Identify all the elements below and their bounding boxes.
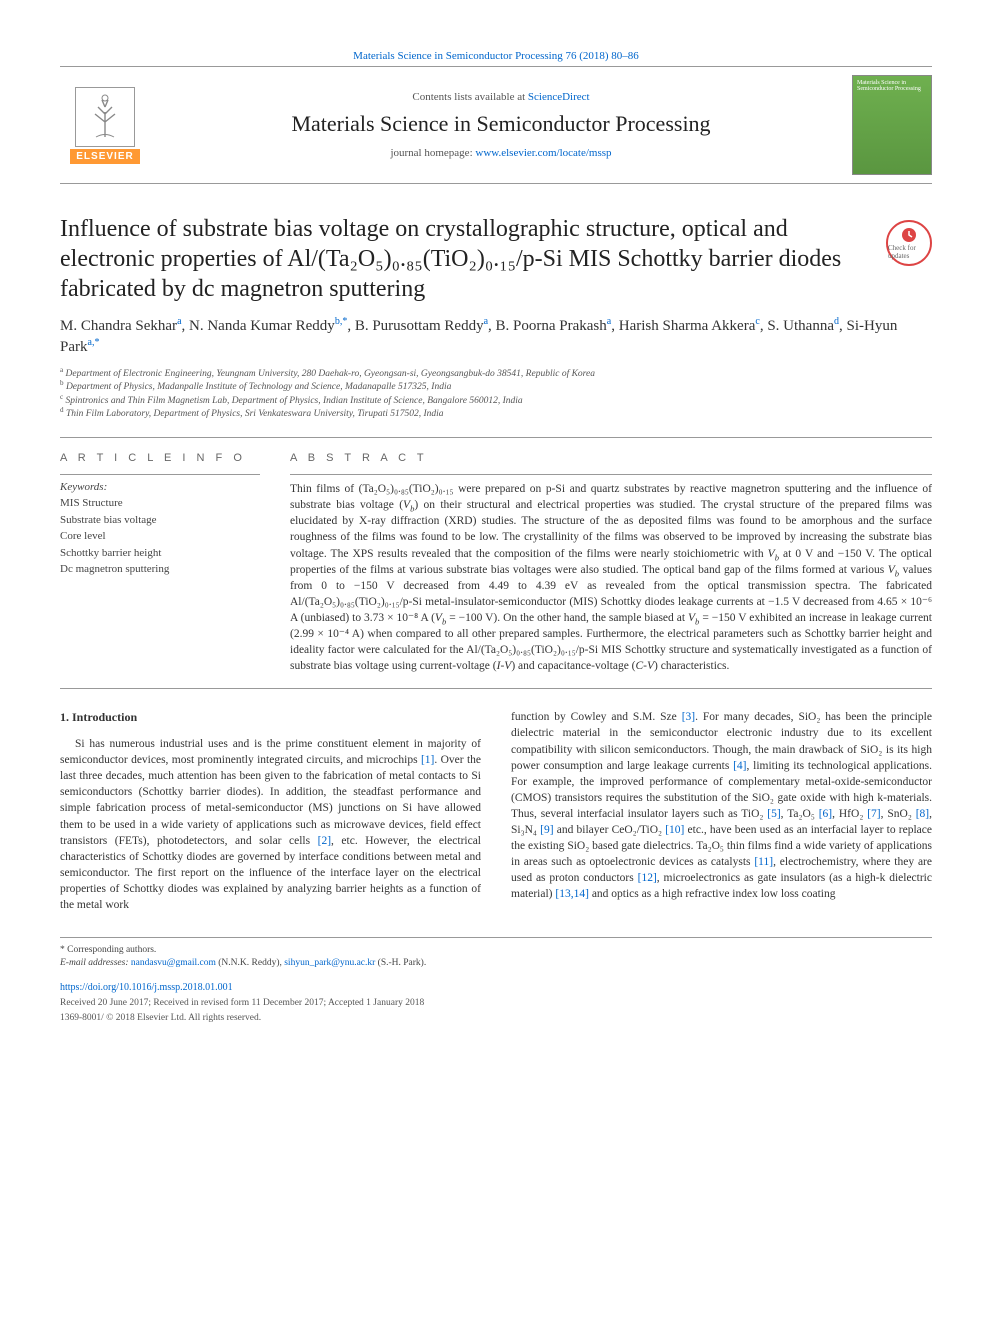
- contents-available: Contents lists available at ScienceDirec…: [150, 91, 852, 103]
- keywords-list: MIS Structure Substrate bias voltage Cor…: [60, 495, 260, 578]
- journal-name: Materials Science in Semiconductor Proce…: [150, 111, 852, 137]
- abstract-heading: A B S T R A C T: [290, 452, 932, 464]
- affiliation-d: d Thin Film Laboratory, Department of Ph…: [60, 408, 932, 421]
- received-line: Received 20 June 2017; Received in revis…: [60, 997, 932, 1010]
- divider: [60, 688, 932, 689]
- abstract-text: Thin films of (Ta₂O₅)₀.₈₅(TiO₂)₀.₁₅ were…: [290, 481, 932, 674]
- affiliation-b: b Department of Physics, Madanpalle Inst…: [60, 381, 932, 394]
- keyword: MIS Structure: [60, 495, 260, 512]
- journal-homepage: journal homepage: www.elsevier.com/locat…: [150, 147, 852, 159]
- elsevier-tree-icon: [75, 87, 135, 147]
- cover-thumb-label: Materials Science in Semiconductor Proce…: [857, 80, 927, 92]
- homepage-prefix: journal homepage:: [390, 147, 475, 159]
- email-who: (N.N.K. Reddy): [218, 958, 279, 968]
- affiliations: a Department of Electronic Engineering, …: [60, 368, 932, 421]
- article-info-heading: A R T I C L E I N F O: [60, 452, 260, 464]
- email-link[interactable]: nandasvu@gmail.com: [131, 958, 216, 968]
- email-link[interactable]: sihyun_park@ynu.ac.kr: [284, 958, 375, 968]
- crossmark-label: Check for updates: [888, 244, 930, 260]
- keyword: Schottky barrier height: [60, 545, 260, 562]
- divider: [60, 474, 260, 475]
- article-title: Influence of substrate bias voltage on c…: [60, 214, 870, 304]
- intro-paragraph-right: function by Cowley and S.M. Sze [3]. For…: [511, 709, 932, 902]
- journal-cover-thumbnail: Materials Science in Semiconductor Proce…: [852, 75, 932, 175]
- journal-ref-link[interactable]: Materials Science in Semiconductor Proce…: [60, 50, 932, 62]
- crossmark-icon: [900, 226, 918, 244]
- affiliation-a: a Department of Electronic Engineering, …: [60, 368, 932, 381]
- elsevier-logo: ELSEVIER: [60, 87, 150, 164]
- crossmark-badge[interactable]: Check for updates: [886, 220, 932, 266]
- keyword: Substrate bias voltage: [60, 512, 260, 529]
- homepage-link[interactable]: www.elsevier.com/locate/mssp: [475, 147, 611, 159]
- keyword: Dc magnetron sputtering: [60, 561, 260, 578]
- email-label: E-mail addresses:: [60, 958, 129, 968]
- doi-link[interactable]: https://doi.org/10.1016/j.mssp.2018.01.0…: [60, 982, 233, 993]
- divider: [290, 474, 932, 475]
- intro-paragraph-left: Si has numerous industrial uses and is t…: [60, 736, 481, 913]
- sciencedirect-link[interactable]: ScienceDirect: [528, 91, 590, 103]
- footnotes: * Corresponding authors. E-mail addresse…: [60, 937, 932, 1025]
- keywords-label: Keywords:: [60, 481, 260, 493]
- authors: M. Chandra Sekhara, N. Nanda Kumar Reddy…: [60, 316, 932, 358]
- divider: [60, 437, 932, 438]
- introduction-heading: 1. Introduction: [60, 709, 481, 726]
- email-who: (S.-H. Park).: [378, 958, 427, 968]
- copyright-line: 1369-8001/ © 2018 Elsevier Ltd. All righ…: [60, 1012, 932, 1025]
- affiliation-c: c Spintronics and Thin Film Magnetism La…: [60, 395, 932, 408]
- email-line: E-mail addresses: nandasvu@gmail.com (N.…: [60, 957, 932, 970]
- contents-prefix: Contents lists available at: [412, 91, 527, 103]
- masthead: ELSEVIER Contents lists available at Sci…: [60, 66, 932, 184]
- elsevier-wordmark: ELSEVIER: [70, 149, 139, 164]
- keyword: Core level: [60, 528, 260, 545]
- corresponding-note: * Corresponding authors.: [60, 944, 932, 957]
